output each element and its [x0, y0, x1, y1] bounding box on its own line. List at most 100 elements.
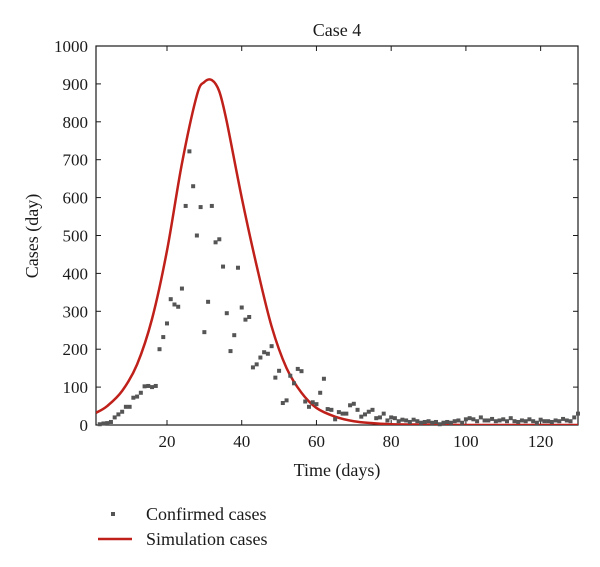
confirmed-point	[191, 184, 196, 189]
confirmed-point	[576, 411, 580, 416]
confirmed-point	[314, 402, 319, 407]
confirmed-point	[161, 335, 166, 340]
plot-frame	[95, 45, 579, 426]
confirmed-point	[299, 369, 304, 374]
confirmed-point	[176, 304, 181, 309]
y-tick-label: 900	[63, 75, 89, 94]
confirmed-point	[568, 419, 573, 424]
y-tick-label: 1000	[54, 37, 88, 56]
confirmed-point	[258, 355, 263, 360]
confirmed-point	[381, 411, 386, 416]
confirmed-point	[407, 419, 412, 424]
confirmed-point	[239, 305, 244, 310]
x-axis-label: Time (days)	[294, 460, 381, 481]
confirmed-point	[441, 420, 446, 425]
confirmed-point	[310, 400, 315, 405]
confirmed-point	[150, 385, 155, 390]
confirmed-point	[235, 265, 240, 270]
confirmed-point	[105, 421, 110, 426]
confirmed-series	[97, 149, 580, 427]
confirmed-point	[254, 362, 259, 367]
confirmed-point	[493, 419, 498, 424]
confirmed-point	[561, 416, 566, 421]
confirmed-point	[153, 383, 158, 388]
confirmed-point	[497, 418, 502, 423]
confirmed-point	[505, 419, 510, 424]
confirmed-point	[247, 314, 252, 319]
confirmed-point	[164, 321, 169, 326]
confirmed-point	[512, 419, 517, 424]
confirmed-point	[426, 419, 431, 424]
confirmed-point	[419, 420, 424, 425]
confirmed-point	[553, 418, 558, 423]
confirmed-point	[135, 394, 140, 399]
confirmed-point	[168, 297, 173, 302]
confirmed-point	[217, 237, 222, 242]
confirmed-point	[467, 416, 472, 421]
y-tick-label: 400	[63, 264, 89, 283]
confirmed-point	[318, 390, 323, 395]
confirmed-point	[445, 419, 450, 424]
confirmed-point	[194, 233, 199, 238]
confirmed-point	[187, 149, 192, 154]
confirmed-point	[108, 419, 113, 424]
confirmed-point	[392, 416, 397, 421]
confirmed-point	[344, 411, 349, 416]
confirmed-point	[348, 403, 353, 408]
confirmed-point	[325, 407, 330, 412]
confirmed-point	[411, 417, 416, 422]
x-tick-label: 40	[233, 432, 250, 451]
legend-label-simulation: Simulation cases	[146, 529, 267, 549]
confirmed-point	[370, 407, 375, 412]
confirmed-point	[97, 422, 102, 427]
confirmed-point	[123, 404, 128, 409]
confirmed-point	[265, 351, 270, 356]
confirmed-point	[183, 203, 188, 208]
confirmed-point	[404, 418, 409, 423]
confirmed-point	[363, 412, 368, 417]
confirmed-point	[434, 419, 439, 424]
confirmed-point	[549, 419, 554, 424]
confirmed-point	[224, 311, 229, 316]
confirmed-point	[329, 407, 334, 412]
confirmed-point	[198, 205, 203, 210]
confirmed-point	[519, 418, 524, 423]
confirmed-point	[490, 416, 495, 421]
confirmed-point	[463, 417, 468, 422]
confirmed-point	[422, 419, 427, 424]
legend: Confirmed cases Simulation cases	[98, 504, 267, 549]
y-tick-label: 200	[63, 340, 89, 359]
confirmed-point	[179, 286, 184, 291]
confirmed-point	[306, 404, 311, 409]
y-tick-label: 700	[63, 151, 89, 170]
confirmed-point	[475, 419, 480, 424]
confirmed-point	[277, 368, 282, 373]
confirmed-point	[280, 401, 285, 406]
confirmed-point	[377, 415, 382, 420]
confirmed-point	[243, 317, 248, 322]
confirmed-point	[437, 422, 442, 427]
confirmed-point	[557, 419, 562, 424]
legend-marker-confirmed	[111, 512, 115, 516]
confirmed-point	[112, 415, 117, 420]
confirmed-point	[538, 417, 543, 422]
confirmed-point	[430, 420, 435, 425]
confirmed-point	[534, 420, 539, 425]
chart-title: Case 4	[313, 20, 362, 40]
confirmed-point	[460, 420, 465, 425]
confirmed-point	[206, 299, 211, 304]
confirmed-point	[321, 376, 326, 381]
confirmed-point	[295, 366, 300, 371]
confirmed-point	[202, 330, 207, 335]
confirmed-point	[273, 375, 278, 380]
confirmed-point	[389, 415, 394, 420]
confirmed-point	[523, 419, 528, 424]
confirmed-point	[120, 409, 125, 414]
confirmed-point	[527, 417, 532, 422]
confirmed-point	[303, 399, 308, 404]
confirmed-point	[396, 419, 401, 424]
confirmed-point	[142, 384, 147, 389]
confirmed-point	[228, 349, 233, 354]
confirmed-point	[340, 411, 345, 416]
confirmed-point	[333, 417, 338, 422]
